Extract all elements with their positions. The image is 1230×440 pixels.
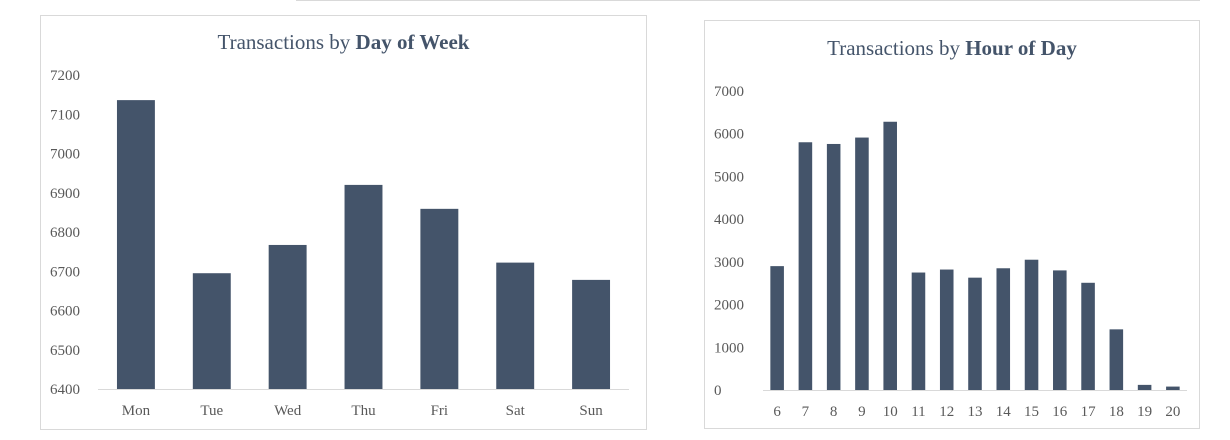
y-tick-label: 6600 — [50, 304, 80, 320]
y-tick-label: 7000 — [50, 147, 80, 163]
y-tick-label: 7000 — [714, 84, 744, 100]
chart-plot-day-of-week: 6400 6500 6600 6700 6800 6900 7000 7100 7200 Mon T… — [50, 68, 629, 419]
x-tick-label: 17 — [1081, 404, 1097, 420]
bar-20 — [1166, 386, 1180, 390]
y-tick-label: 2000 — [714, 298, 744, 314]
chart-title-bold: Day of Week — [355, 30, 470, 54]
x-tick-label: 6 — [773, 404, 781, 420]
chart-plot-hour-of-day: 0 1000 2000 3000 4000 5000 6000 7000 6 7 8 9 10 11 12 1… — [714, 84, 1187, 420]
bar-18 — [1109, 329, 1124, 390]
x-tick-label: 14 — [996, 404, 1012, 420]
x-tick-label: 11 — [911, 404, 925, 420]
x-tick-label: 12 — [939, 404, 954, 420]
x-tick-label: 8 — [830, 404, 838, 420]
y-tick-label: 3000 — [714, 255, 744, 271]
bar-Wed — [268, 244, 307, 389]
y-tick-label: 7200 — [50, 68, 80, 84]
bar-Fri — [420, 208, 459, 389]
x-tick-label: Thu — [351, 403, 376, 419]
chart-title-prefix: Transactions by — [827, 36, 966, 60]
y-tick-label: 0 — [714, 383, 722, 399]
y-tick-label: 6500 — [50, 343, 80, 359]
x-tick-label: 13 — [968, 404, 983, 420]
x-tick-label: 7 — [802, 404, 810, 420]
chart-day-of-week: Transactions by Day of Week 6400 6500 6600… — [40, 15, 647, 430]
y-tick-label: 6900 — [50, 186, 80, 202]
bar-Tue — [192, 273, 231, 389]
y-tick-label: 6700 — [50, 264, 80, 280]
bar-12 — [939, 269, 954, 390]
x-tick-label: Sat — [506, 403, 526, 419]
bar-Thu — [344, 184, 383, 389]
bar-9 — [855, 137, 869, 390]
bar-8 — [826, 143, 841, 390]
chart-hour-of-day: Transactions by Hour of Day 0 1000 2000 300… — [704, 20, 1200, 429]
bar-Sun — [572, 279, 611, 389]
x-tick-label: Mon — [122, 403, 151, 419]
x-tick-label: Tue — [200, 403, 223, 419]
x-tick-label: 19 — [1137, 404, 1152, 420]
bar-17 — [1081, 282, 1095, 390]
bar-10 — [883, 121, 897, 391]
bar-Sat — [496, 262, 535, 389]
y-tick-label: 5000 — [714, 169, 744, 185]
x-tick-label: 15 — [1024, 404, 1039, 420]
bar-Mon — [116, 100, 155, 390]
top-divider-line — [296, 0, 1200, 1]
x-tick-label: 9 — [858, 404, 866, 420]
x-tick-label: Wed — [274, 403, 302, 419]
y-tick-label: 6800 — [50, 225, 80, 241]
chart-title-prefix: Transactions by — [217, 30, 356, 54]
chart-title-bold: Hour of Day — [965, 36, 1077, 60]
x-tick-label: 16 — [1052, 404, 1068, 420]
y-tick-label: 7100 — [50, 107, 80, 123]
chart-title: Transactions by Day of Week — [41, 30, 646, 55]
chart-title: Transactions by Hour of Day — [705, 36, 1199, 61]
bar-16 — [1053, 270, 1067, 390]
y-tick-label: 4000 — [714, 212, 744, 228]
bar-13 — [968, 277, 982, 390]
bar-19 — [1137, 384, 1152, 390]
bar-14 — [996, 268, 1011, 390]
y-tick-label: 1000 — [714, 340, 744, 356]
x-tick-label: Sun — [579, 403, 603, 419]
x-tick-label: 10 — [883, 404, 898, 420]
x-tick-label: 20 — [1165, 404, 1180, 420]
x-tick-label: 18 — [1109, 404, 1124, 420]
y-tick-label: 6000 — [714, 127, 744, 143]
bar-11 — [911, 272, 926, 390]
bar-6 — [770, 266, 784, 390]
y-tick-label: 6400 — [50, 382, 80, 398]
bar-15 — [1024, 259, 1039, 390]
x-tick-label: Fri — [431, 403, 449, 419]
bar-7 — [798, 142, 813, 390]
